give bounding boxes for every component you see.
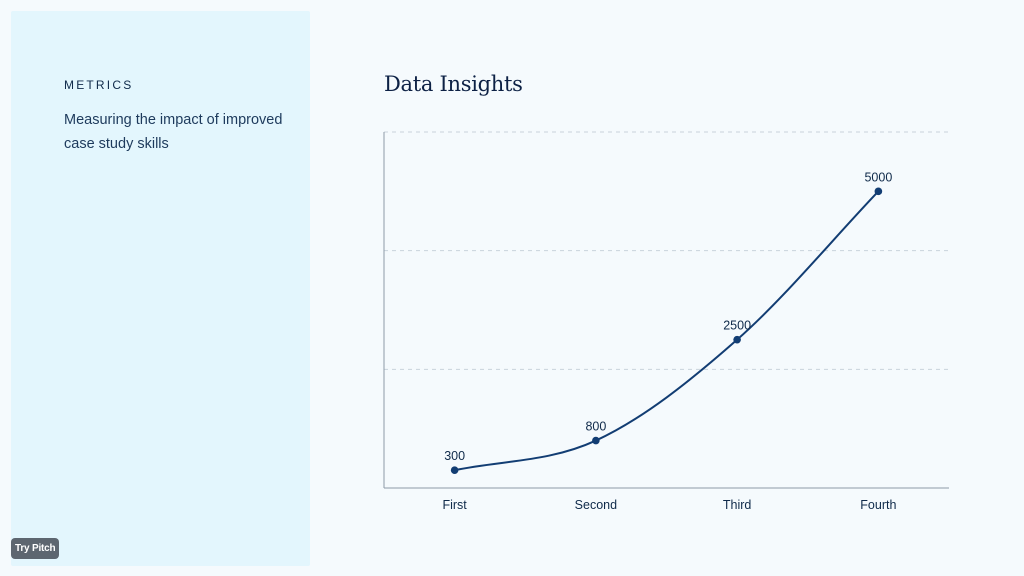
data-label: 5000: [864, 170, 892, 184]
data-point: [450, 466, 459, 475]
data-point: [874, 187, 883, 196]
try-pitch-button[interactable]: Try Pitch: [11, 538, 60, 559]
x-tick-label: Second: [575, 498, 617, 512]
data-label: 2500: [723, 319, 751, 333]
chart-title: Data Insights: [384, 72, 523, 96]
data-point: [592, 436, 600, 445]
data-label: 300: [444, 449, 465, 463]
x-tick-label: Fourth: [860, 498, 896, 512]
series-line: [454, 190, 880, 472]
section-eyebrow: METRICS: [64, 78, 134, 92]
data-point: [733, 335, 741, 344]
section-description: Measuring the impact of improved case st…: [64, 112, 283, 152]
sidebar-panel: METRICS Measuring the impact of improved…: [11, 11, 310, 566]
x-tick-label: Third: [723, 498, 752, 512]
x-tick-label: First: [442, 498, 467, 512]
data-label: 800: [585, 420, 606, 434]
